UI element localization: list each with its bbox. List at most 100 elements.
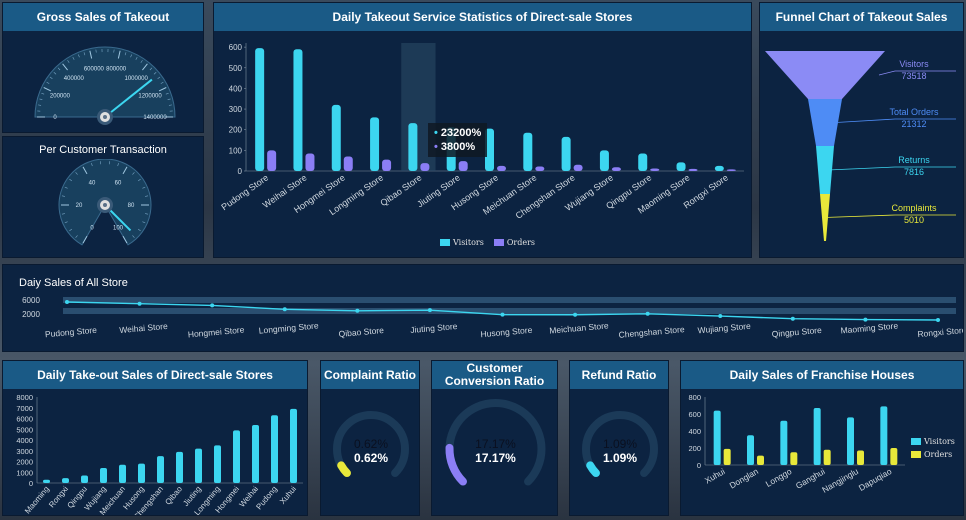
gauge-minor-tick [145,195,149,197]
x-tick-label: Donglan [728,466,761,491]
gauge-minor-tick [49,76,53,80]
gauge-minor-tick [64,186,68,189]
funnel-segment [765,51,885,99]
x-tick-label: Wujiang Store [697,321,751,336]
x-tick-label: Nangjinglu [820,466,860,495]
bar-orders [688,168,698,171]
bar-sales [176,451,183,483]
funnel-label-value: 21312 [901,119,926,129]
sales-point [500,312,505,317]
chart-tooltip: • 23200% • 3800% [428,123,488,157]
y-tick-label: 8000 [16,393,33,402]
per-customer-panel: Per Customer Transaction 0 20 40 60 80 100 [2,136,204,258]
funnel-label-name: Visitors [899,59,929,69]
sales-point [137,301,142,306]
gauge-minor-tick [157,76,161,80]
x-tick-label: Meichuan Store [549,320,609,335]
daily-stats-panel: Daily Takeout Service Statistics of Dire… [213,2,752,258]
bar-sales [195,448,202,483]
x-tick-label: Xuhui [278,484,298,506]
gauge-tick-label: 80 [128,203,135,209]
ring-value-arc [586,461,600,478]
sales-point [645,311,650,316]
x-tick-label: Jiuting Store [410,321,458,335]
tooltip-line-2: 3800% [440,141,476,153]
gauge-tick-label: 800000 [106,66,127,72]
funnel-label-name: Total Orders [889,107,939,117]
x-tick-label: Chengshan Store [618,324,685,340]
daily-all-title: Daiy Sales of All Store [19,277,128,289]
bar-sales [62,478,69,483]
daily-all-panel: Daiy Sales of All Store 6000 2000 Pudong S… [2,264,964,352]
gauge-major-tick [158,87,167,92]
ring-value-shadow: 0.62% [354,437,388,451]
legend-orders[interactable]: Orders [493,238,535,247]
bar-sales [119,464,126,483]
gauge-hub-center [103,203,107,207]
x-tick-label: Maoming Store [840,320,899,335]
ring-value-shadow: 17.17% [475,437,516,451]
gauge-minor-tick [165,92,169,95]
funnel-chart: Visitors 73518 Total Orders 21312 Returns 781… [765,51,956,241]
legend-visitors[interactable]: Visitors [440,238,484,247]
franchise-legend-orders[interactable]: Orders [911,450,955,459]
sales-point [718,314,723,319]
sales-point [65,300,69,304]
x-tick-label: Longming Store [258,320,319,335]
direct-sale-title: Daily Take-out Sales of Direct-sale Stor… [3,361,307,389]
bar-visitors [676,162,686,171]
bar-visitors [847,417,854,465]
ring-track [333,411,409,478]
x-tick-label: Xuhui [703,466,727,486]
bar-sales [81,475,88,483]
bar-sales [214,445,221,483]
funnel-title: Funnel Chart of Takeout Sales [760,3,963,31]
ring-track [582,411,658,478]
gauge-minor-tick [142,221,146,224]
gauge-minor-tick [160,81,164,84]
gauge-tick-label: 400000 [64,76,85,82]
franchise-legend: Visitors Orders [911,437,955,459]
gauge-major-tick [43,87,52,92]
y-tick-label: 7000 [16,404,33,413]
gauge-minor-tick [39,98,43,100]
gauge-minor-tick [46,81,50,84]
bar-visitors [523,132,533,171]
gauge-minor-tick [64,221,68,224]
gauge-major-tick [122,166,128,175]
gauge-major-tick [142,63,148,71]
daily-stats-title: Daily Takeout Service Statistics of Dire… [214,3,751,31]
x-tick-label: Maoming [23,485,51,516]
gauge-minor-tick [117,163,119,167]
gauge-minor-tick [67,60,70,63]
bar-orders [890,448,898,465]
franchise-legend-visitors[interactable]: Visitors [911,437,955,446]
gauge-minor-tick [77,54,80,58]
x-tick-label: Pudong Store [45,325,98,340]
y-tick-label: 500 [229,64,243,73]
bar-visitors [370,117,380,171]
y-tick-label: 100 [229,146,243,155]
y-tick-label: 4000 [16,436,33,445]
funnel-label-value: 73518 [901,71,926,81]
ring-value-arc [445,443,467,486]
tooltip-line-1: 23200% [440,127,482,139]
gauge-major-tick [89,50,93,59]
y-tick-label: 0 [29,479,33,488]
bar-orders [305,153,315,171]
y-tick-label: 6000 [22,296,40,305]
y-tick-label: 200 [229,126,243,135]
x-tick-label: Qingpu Store [771,325,822,339]
bar-visitors [713,410,721,465]
y-tick-label: 400 [229,84,243,93]
y-tick-label: 1000 [16,468,33,477]
gauge-tick-label: 100 [113,226,124,232]
refund-title: Refund Ratio [570,361,668,389]
bar-orders [458,161,468,171]
gauge-minor-tick [168,104,172,106]
funnel-segment [816,146,834,194]
bar-orders [267,150,277,171]
bar-orders [790,452,798,465]
bar-sales [271,415,278,483]
bar-sales [138,463,145,483]
